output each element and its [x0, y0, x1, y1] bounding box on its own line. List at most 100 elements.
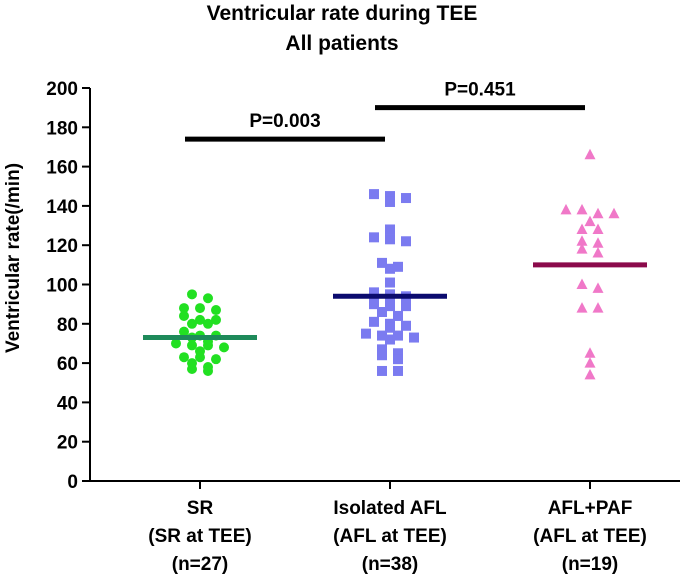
data-point-isolated-afl: [393, 310, 403, 321]
data-point-sr: [203, 340, 213, 351]
data-point-isolated-afl: [401, 301, 411, 312]
category-label-line1: SR: [187, 498, 214, 519]
data-point-afl-paf: [592, 223, 604, 234]
data-point-afl-paf: [576, 243, 588, 254]
data-point-sr: [219, 342, 229, 353]
data-point-isolated-afl: [401, 236, 411, 247]
data-point-isolated-afl: [401, 320, 411, 331]
data-point-isolated-afl: [385, 191, 395, 202]
data-point-isolated-afl: [409, 332, 419, 343]
data-point-isolated-afl: [369, 299, 379, 310]
data-point-isolated-afl: [377, 365, 387, 376]
category-label-line1: AFL+PAF: [548, 498, 633, 519]
data-point-isolated-afl: [393, 261, 403, 272]
data-point-isolated-afl: [401, 193, 411, 204]
y-tick-label: 120: [46, 236, 78, 257]
y-tick-label: 140: [46, 197, 78, 218]
data-point-isolated-afl: [369, 232, 379, 243]
data-point-afl-paf: [560, 203, 572, 215]
y-tick-label: 200: [46, 79, 78, 100]
data-point-afl-paf: [584, 148, 596, 160]
y-tick-label: 80: [57, 315, 78, 336]
y-axis-ticks: 0 20 40 60 80 100 120 140 160 180 200: [46, 79, 90, 493]
data-point-afl-paf: [576, 302, 588, 313]
data-point-afl-paf: [608, 207, 620, 219]
data-point-afl-paf: [584, 368, 596, 380]
data-point-afl-paf: [592, 282, 604, 293]
data-point-isolated-afl: [361, 328, 371, 339]
data-point-sr: [203, 293, 213, 304]
data-point-isolated-afl: [377, 330, 387, 341]
data-point-isolated-afl: [369, 316, 379, 327]
y-tick-label: 20: [57, 433, 78, 454]
chart-title: Ventricular rate during TEE: [207, 2, 478, 25]
data-point-afl-paf: [584, 357, 596, 368]
data-point-sr: [211, 305, 221, 316]
data-point-isolated-afl: [385, 301, 395, 312]
data-point-isolated-afl: [385, 322, 395, 333]
data-point-afl-paf: [576, 223, 588, 234]
data-point-sr: [179, 352, 189, 363]
category-label-line2: (SR at TEE): [148, 526, 251, 547]
data-point-sr: [211, 354, 221, 365]
data-point-sr: [187, 363, 197, 374]
data-point-isolated-afl: [385, 234, 395, 245]
data-point-sr: [171, 338, 181, 349]
data-point-sr: [203, 318, 213, 329]
data-point-isolated-afl: [369, 189, 379, 200]
data-point-isolated-afl: [393, 348, 403, 359]
data-point-afl-paf: [592, 247, 604, 258]
p-value-label: P=0.451: [444, 80, 516, 101]
y-tick-label: 60: [57, 354, 78, 375]
data-point-isolated-afl: [377, 257, 387, 268]
data-point-sr: [187, 289, 197, 300]
data-point-afl-paf: [592, 207, 604, 219]
data-point-sr: [187, 340, 197, 351]
p-value-label: P=0.003: [249, 111, 320, 132]
data-point-sr: [195, 303, 205, 314]
data-point-isolated-afl: [385, 277, 395, 288]
x-axis-categories: SR (SR at TEE) (n=27) Isolated AFL (AFL at T…: [148, 481, 647, 575]
data-point-afl-paf: [576, 278, 588, 289]
data-point-isolated-afl: [393, 365, 403, 376]
data-point-afl-paf: [592, 302, 604, 313]
y-axis-label: Ventricular rate(/min): [3, 163, 24, 353]
data-point-sr: [187, 318, 197, 329]
category-label-line3: (n=19): [562, 554, 619, 575]
y-tick-label: 160: [46, 158, 78, 179]
y-tick-label: 180: [46, 118, 78, 139]
category-label-line2: (AFL at TEE): [533, 526, 647, 547]
y-tick-label: 100: [46, 276, 78, 297]
category-label-line2: (AFL at TEE): [333, 526, 447, 547]
data-point-isolated-afl: [385, 224, 395, 235]
data-point-isolated-afl: [377, 344, 387, 355]
data-point-afl-paf: [576, 235, 588, 246]
data-point-sr: [211, 314, 221, 325]
data-point-isolated-afl: [377, 307, 387, 318]
data-point-afl-paf: [584, 347, 596, 358]
mean-lines: [143, 262, 647, 341]
data-point-isolated-afl: [393, 330, 403, 341]
data-point-sr: [203, 365, 213, 376]
y-tick-label: 40: [57, 393, 78, 414]
category-label-line3: (n=27): [172, 554, 229, 575]
data-point-sr: [195, 314, 205, 325]
data-point-sr: [179, 326, 189, 337]
data-point-sr: [195, 352, 205, 363]
y-tick-label: 0: [67, 472, 78, 493]
data-point-isolated-afl: [385, 196, 395, 207]
category-label-line1: Isolated AFL: [333, 498, 447, 519]
data-point-sr: [179, 303, 189, 314]
data-point-afl-paf: [592, 237, 604, 248]
data-point-isolated-afl: [377, 350, 387, 361]
data-point-afl-paf: [584, 215, 596, 227]
data-point-afl-paf: [576, 203, 588, 215]
data-point-isolated-afl: [369, 287, 379, 298]
data-point-isolated-afl: [385, 263, 395, 274]
data-point-isolated-afl: [385, 334, 395, 345]
category-label-line3: (n=38): [362, 554, 419, 575]
significance-annotations: P=0.003 P=0.451: [185, 80, 585, 142]
chart-subtitle: All patients: [285, 32, 398, 55]
data-point-sr: [179, 310, 189, 321]
